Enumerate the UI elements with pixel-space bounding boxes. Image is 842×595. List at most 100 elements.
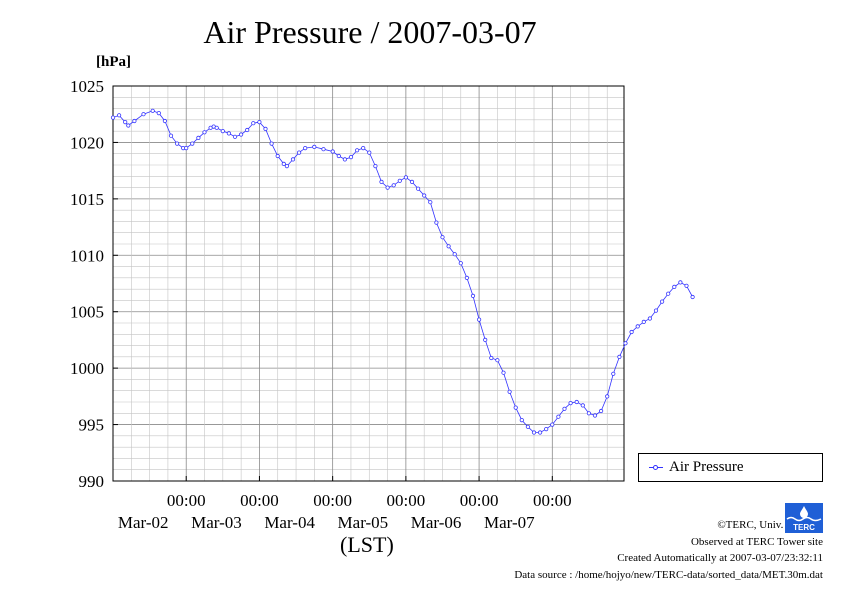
credits: ©TERC, Univ. Tsukuba Observed at TERC To… — [514, 517, 823, 583]
data-point — [361, 146, 366, 151]
data-point — [458, 261, 463, 266]
data-point — [391, 183, 396, 188]
data-point — [132, 118, 137, 124]
data-point — [635, 324, 640, 329]
data-point — [348, 155, 354, 160]
data-point — [623, 341, 628, 346]
data-point — [525, 424, 531, 429]
data-point — [162, 118, 167, 124]
data-point — [415, 186, 421, 191]
y-tick-label: 1010 — [70, 246, 104, 265]
data-point — [519, 417, 524, 423]
y-tick-label: 1005 — [70, 303, 104, 322]
data-point — [190, 141, 195, 146]
x-tick-time-label: 00:00 — [313, 491, 352, 510]
data-point — [336, 153, 341, 159]
data-point — [544, 426, 549, 432]
data-point — [226, 131, 231, 136]
data-point — [123, 120, 128, 125]
x-tick-date-label: Mar-02 — [118, 513, 169, 532]
data-point — [257, 120, 262, 125]
data-point — [580, 403, 585, 408]
y-tick-label: 990 — [79, 472, 105, 491]
data-point — [263, 126, 268, 131]
created-text: Created Automatically at 2007-03-07/23:3… — [617, 552, 823, 564]
data-point — [296, 150, 302, 155]
data-point — [483, 337, 488, 342]
data-point — [175, 141, 180, 146]
data-point — [354, 148, 360, 153]
x-tick-date-label: Mar-07 — [484, 513, 535, 532]
data-point — [568, 400, 573, 406]
data-point — [647, 316, 653, 321]
data-point — [531, 430, 537, 435]
x-tick-time-label: 00:00 — [387, 491, 426, 510]
data-point — [214, 125, 219, 130]
data-point — [586, 411, 592, 416]
terc-logo: TERC — [785, 503, 823, 533]
data-point — [342, 157, 347, 162]
data-point — [251, 121, 256, 126]
x-tick-date-label: Mar-04 — [264, 513, 315, 532]
y-tick-label: 1015 — [70, 190, 104, 209]
data-point — [156, 111, 161, 116]
data-point — [617, 354, 622, 359]
data-point — [537, 430, 543, 435]
data-point — [678, 280, 683, 285]
legend-label: Air Pressure — [669, 459, 744, 475]
data-point — [666, 291, 671, 296]
data-point — [330, 149, 335, 154]
data-point — [574, 399, 579, 405]
data-point — [446, 244, 451, 249]
x-tick-date-label: Mar-06 — [411, 513, 462, 532]
data-point — [409, 179, 415, 184]
data-point — [373, 164, 378, 169]
y-tick-label: 1025 — [70, 77, 104, 96]
series-line-air-pressure — [112, 110, 693, 433]
legend-marker — [653, 465, 658, 470]
data-point — [684, 283, 689, 288]
y-tick-label: 1020 — [70, 133, 104, 152]
data-point — [592, 413, 598, 418]
data-point — [507, 389, 512, 394]
copyright-text: ©TERC, Univ. Tsukuba — [717, 519, 823, 531]
x-axis-unit: (LST) — [340, 532, 394, 557]
data-point — [126, 123, 131, 128]
y-tick-label: 995 — [79, 416, 105, 435]
chart-title: Air Pressure / 2007-03-07 — [203, 14, 537, 50]
data-point — [220, 129, 225, 134]
data-point — [269, 141, 274, 146]
data-point — [452, 252, 457, 257]
data-point — [281, 161, 286, 166]
data-point — [275, 153, 280, 159]
data-point — [659, 299, 665, 304]
data-point — [440, 235, 445, 240]
legend: Air Pressure — [638, 453, 823, 482]
data-point — [653, 308, 659, 313]
data-point — [245, 127, 250, 133]
data-point — [605, 394, 610, 399]
data-point — [110, 115, 116, 120]
data-point — [141, 112, 146, 117]
x-tick-time-label: 00:00 — [460, 491, 499, 510]
data-point — [117, 113, 122, 118]
data-point — [196, 135, 201, 140]
x-tick-date-label: Mar-03 — [191, 513, 242, 532]
data-point — [501, 370, 506, 375]
data-point — [489, 355, 494, 361]
data-point — [202, 130, 207, 135]
x-tick-time-label: 00:00 — [167, 491, 206, 510]
observed-text: Observed at TERC Tower site — [690, 535, 823, 548]
data-point — [303, 146, 308, 151]
data-point — [150, 108, 155, 113]
data-point — [464, 275, 469, 280]
data-point — [513, 405, 518, 410]
data-point — [550, 422, 555, 427]
y-tick-label: 1000 — [70, 359, 104, 378]
data-point — [641, 319, 646, 324]
data-point — [284, 164, 289, 169]
data-point — [397, 178, 402, 183]
source-text: Data source : /home/hojyo/new/TERC-data/… — [514, 568, 823, 581]
data-point — [312, 144, 317, 149]
